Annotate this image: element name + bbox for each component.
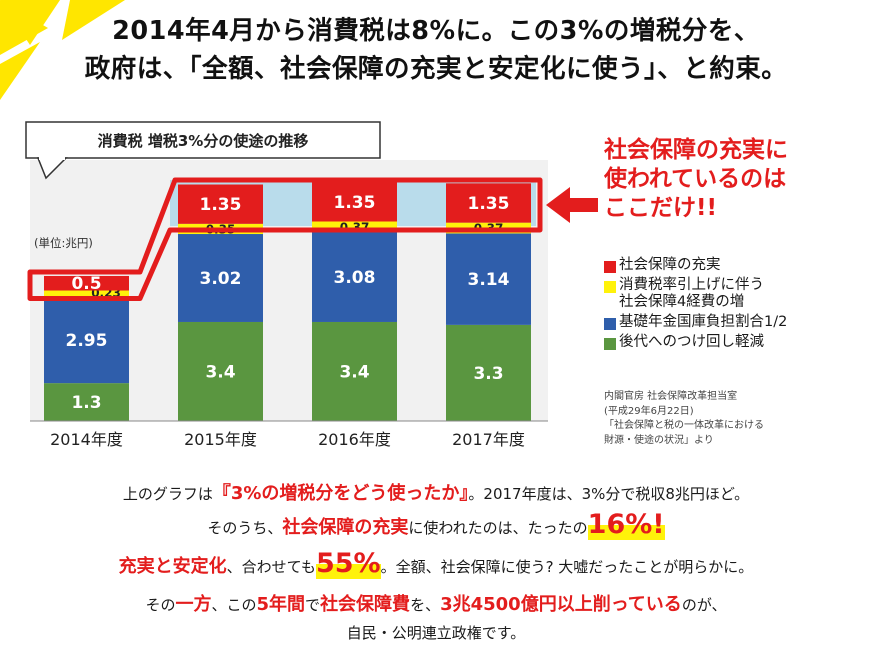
body-line-1: 上のグラフは『3%の増税分をどう使ったか』。2017年度は、3%分で税収8兆円ほ…	[0, 479, 872, 505]
sunburst-ray	[0, 0, 48, 55]
bar-segment-yellow	[44, 290, 129, 298]
bar-segment-blue	[312, 232, 397, 322]
source-line-4: 財源・使途の状況」より	[604, 434, 714, 446]
body-line-2: そのうち、社会保障の充実に使われたのは、たったの16%!	[0, 509, 872, 540]
legend-item-yellow: 消費税率引上げに伴う 社会保障4経費の増	[604, 277, 787, 311]
body-line-5: 自民・公明連立政権です。	[346, 624, 526, 642]
callout-line-2: 使われているのは	[604, 165, 787, 192]
body-text: で	[305, 596, 321, 614]
arrow-left-icon	[546, 187, 598, 223]
legend-swatch	[604, 261, 616, 273]
body-line-3: 充実と安定化、合わせても55%。全額、社会保障に使う? 大嘘だったことが明らかに…	[0, 548, 872, 579]
body-text: 、この	[211, 596, 257, 614]
callout-text: 社会保障の充実に 使われているのは ここだけ!!	[604, 136, 864, 223]
source-line-3: 「社会保障と税の一体改革における	[604, 420, 764, 431]
body-text: のが、	[681, 596, 727, 614]
data-label-blue: 3.08	[334, 268, 376, 288]
x-tick-label: 2015年度	[184, 430, 257, 449]
body-line-4: その一方、この5年間で社会保障費を、3兆4500億円以上削っているのが、	[0, 590, 872, 616]
callout-line-1: 社会保障の充実に	[604, 137, 788, 163]
chart-legend: 社会保障の充実 消費税率引上げに伴う 社会保障4経費の増 基礎年金国庫負担割合1…	[604, 257, 787, 355]
bar-segment-green	[178, 321, 263, 421]
bar-segment-yellow	[312, 221, 397, 233]
data-label-blue: 3.14	[468, 270, 510, 290]
bar-segment-red	[44, 275, 129, 291]
legend-label-line-2: 社会保障4経費の増	[619, 294, 745, 311]
highlight-frame	[27, 177, 543, 302]
headline-line-1: 2014年4月から消費税は8%に。この3%の増税分を、	[112, 16, 760, 46]
legend-swatch	[604, 281, 616, 294]
body-text: 。全額、社会保障に使う? 大嘘だったことが明らかに。	[380, 558, 754, 576]
body-emphasis: 充実と安定化	[118, 556, 227, 577]
stacked-bar-chart: 1.32.950.230.52014年度3.43.020.351.352015年…	[25, 121, 598, 449]
legend-item-blue: 基礎年金国庫負担割合1/2	[604, 314, 787, 331]
data-label-green: 3.3	[473, 364, 503, 384]
legend-swatch	[604, 318, 616, 331]
sunburst-ray	[0, 42, 40, 100]
bar-segment-green	[446, 324, 531, 421]
x-tick-label: 2014年度	[50, 430, 123, 449]
source-line-2: (平成29年6月22日)	[604, 405, 694, 417]
bar-segment-blue	[178, 234, 263, 322]
data-label-red: 1.35	[468, 194, 510, 214]
data-label-red: 1.35	[334, 193, 376, 213]
data-label-red: 1.35	[200, 195, 242, 215]
data-label-green: 3.4	[205, 362, 235, 382]
legend-swatch	[604, 338, 616, 351]
legend-item-red: 社会保障の充実	[604, 257, 787, 274]
body-text: に使われたのは、たったの	[408, 519, 588, 537]
body-text: 。2017年度は、3%分で税収8兆円ほど。	[468, 485, 750, 503]
bar-segment-blue	[446, 233, 531, 325]
legend-item-green: 後代へのつけ回し軽減	[604, 334, 787, 351]
data-label-blue: 3.02	[200, 269, 242, 289]
data-label-green: 3.4	[339, 362, 369, 382]
headline-line-2: 政府は、「全額、社会保障の充実と安定化に使う」、と約束。	[84, 54, 788, 84]
x-tick-label: 2016年度	[318, 430, 391, 449]
body-emphasis: 社会保障の充実	[282, 517, 409, 538]
body-emphasis: 社会保障費	[320, 594, 411, 615]
bar-segment-green	[312, 321, 397, 421]
bar-segment-blue	[44, 297, 129, 384]
chart-title-box	[25, 121, 381, 159]
callout-line-3: ここだけ!!	[604, 194, 717, 221]
legend-label: 社会保障の充実	[619, 257, 721, 273]
bar-segment-red	[312, 182, 397, 222]
unit-label: (単位:兆円)	[34, 236, 93, 250]
bar-segment-green	[44, 383, 129, 421]
x-tick-label: 2017年度	[452, 430, 525, 449]
body-text: その	[145, 596, 176, 614]
legend-label: 後代へのつけ回し軽減	[619, 334, 764, 351]
source-note: 内閣官房 社会保障改革担当室 (平成29年6月22日) 「社会保障と税の一体改革…	[604, 390, 764, 448]
body-text: そのうち、	[207, 519, 283, 537]
data-label-blue: 2.95	[66, 331, 108, 351]
highlight-55-percent: 55%	[315, 548, 381, 579]
body-text: 、合わせても	[226, 558, 316, 576]
data-label-red: 0.5	[71, 274, 101, 294]
chart-title-pointer-mask	[39, 155, 65, 160]
chart-title: 消費税 増税3%分の使途の推移	[98, 132, 309, 150]
legend-label: 消費税率引上げに伴う 社会保障4経費の増	[619, 277, 764, 311]
body-text: 上のグラフは	[122, 485, 213, 503]
legend-label-line-1: 消費税率引上げに伴う	[619, 277, 764, 294]
body-text: を、	[410, 596, 441, 614]
source-line-1: 内閣官房 社会保障改革担当室	[604, 391, 738, 402]
legend-label: 基礎年金国庫負担割合1/2	[619, 314, 788, 331]
body-emphasis: 5年間	[256, 594, 306, 615]
body-emphasis: 一方	[175, 594, 212, 615]
body-emphasis: 3兆4500億円以上削っている	[440, 594, 682, 615]
highlight-16-percent: 16%!	[587, 509, 665, 540]
data-label-green: 1.3	[71, 393, 101, 413]
bar-segment-red	[446, 183, 531, 223]
sunburst-ray	[62, 0, 125, 40]
body-emphasis: 『3%の増税分をどう使ったか』	[212, 483, 469, 504]
bar-segment-red	[178, 184, 263, 224]
